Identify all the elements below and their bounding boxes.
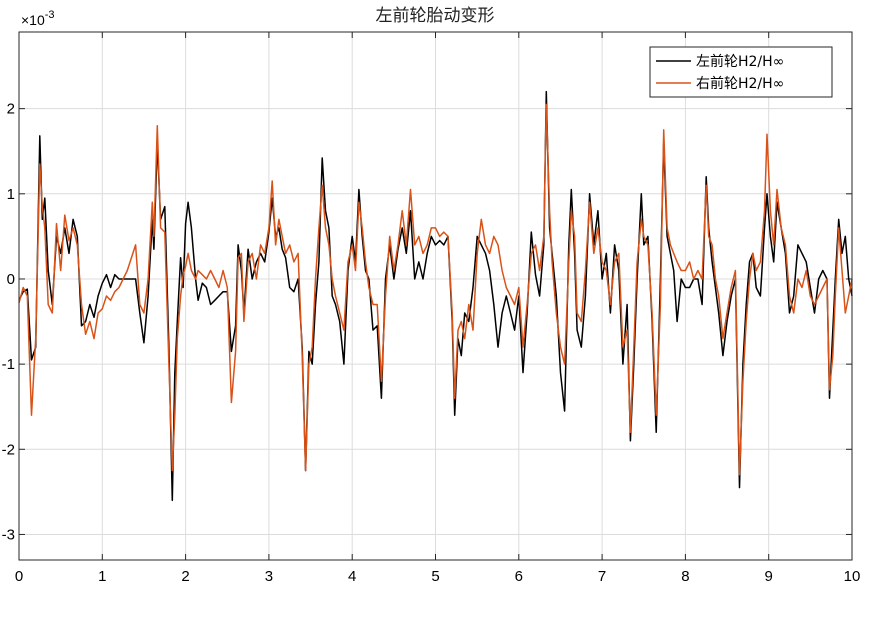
series-line-1: [18, 103, 853, 476]
chart-title: 左前轮胎动变形: [376, 6, 495, 26]
plot-frame: [18, 31, 853, 561]
x-tick-label: 9: [765, 568, 773, 585]
y-tick-label: -3: [2, 526, 15, 543]
y-multiplier-base: ×10: [21, 12, 45, 28]
x-tick-label: 4: [348, 568, 356, 585]
axis-ticks: 0 1 2 3 4 5 6 7 8 9 10 -3 -2 -1 0 1 2: [2, 32, 861, 585]
x-tick-label: 3: [265, 568, 273, 585]
legend-box: [649, 46, 833, 98]
grid: [18, 32, 853, 560]
y-tick-label: 2: [7, 101, 15, 118]
y-tick-label: 0: [7, 271, 15, 288]
x-tick-label: 5: [431, 568, 439, 585]
legend-label: 左前轮H2/H∞: [696, 53, 784, 70]
y-tick-label: 1: [7, 186, 15, 203]
legend-label: 右前轮H2/H∞: [696, 75, 784, 92]
x-tick-label: 8: [681, 568, 689, 585]
x-tick-label: 0: [15, 568, 23, 585]
y-multiplier: ×10-3: [21, 9, 55, 28]
x-tick-label: 7: [598, 568, 606, 585]
y-tick-label: -1: [2, 356, 15, 373]
x-tick-label: 1: [98, 568, 106, 585]
x-tick-label: 6: [515, 568, 523, 585]
x-tick-label: 2: [181, 568, 189, 585]
svg-text:×10-3: ×10-3: [21, 9, 55, 28]
series-layer: [18, 90, 853, 502]
y-tick-label: -2: [2, 441, 15, 458]
y-multiplier-exponent: -3: [45, 9, 55, 21]
x-tick-label: 10: [844, 568, 861, 585]
legend: 左前轮H2/H∞ 右前轮H2/H∞: [649, 46, 833, 98]
